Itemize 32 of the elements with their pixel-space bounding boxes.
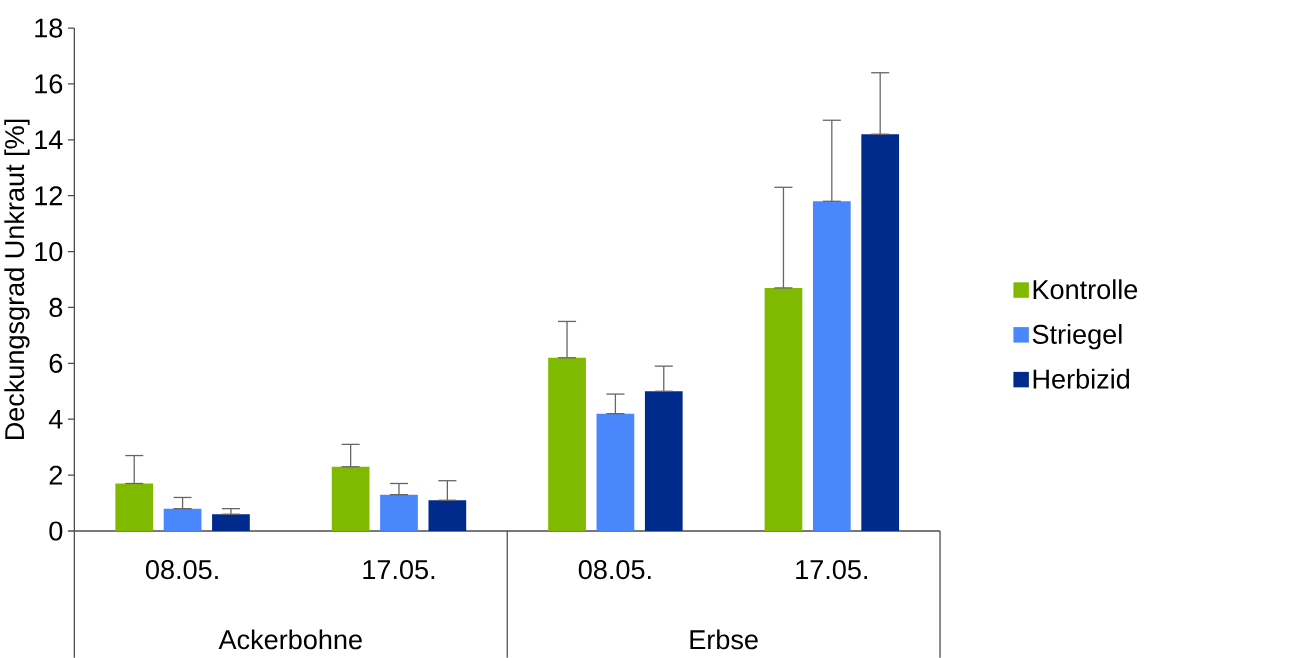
y-tick-label: 16 — [35, 74, 63, 94]
x-tick-label: 08.05. — [578, 559, 651, 580]
bar — [644, 391, 683, 531]
legend-label: Striegel — [1032, 323, 1122, 350]
bar — [380, 494, 418, 531]
bar — [764, 287, 803, 531]
text: Erbse — [690, 629, 758, 650]
bar — [596, 413, 635, 531]
y-tick-label: 2 — [49, 465, 62, 485]
y-tick-label: 14 — [35, 130, 63, 149]
bar — [548, 357, 586, 531]
y-axis-title: Deckungsgrad Unkraut [%] — [4, 119, 30, 439]
y-tick-label: 8 — [49, 297, 63, 317]
x-tick-label: 17.05. — [363, 559, 435, 580]
y-tick-label: 6 — [49, 353, 63, 373]
y-tick-label: 0 — [49, 521, 63, 541]
x-tick-label: 08.05. — [145, 559, 218, 580]
bar — [163, 508, 202, 531]
text: Ackerbohne — [218, 629, 362, 650]
y-tick-label: 12 — [35, 186, 62, 205]
x-tick-label: 17.05. — [796, 559, 867, 580]
y-tick-label: 4 — [48, 409, 63, 429]
legend-label: Kontrolle — [1033, 279, 1138, 300]
bar — [212, 514, 250, 531]
bar — [861, 134, 900, 531]
legend-label: Herbizid — [1033, 368, 1130, 389]
y-tick-label: 10 — [35, 241, 63, 261]
bar — [115, 483, 154, 531]
bar — [428, 500, 467, 531]
bar — [812, 201, 851, 531]
bar — [331, 466, 370, 531]
y-tick-label: 18 — [35, 18, 63, 38]
